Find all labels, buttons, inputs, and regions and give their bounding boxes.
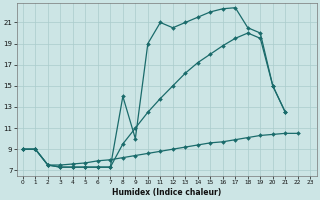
X-axis label: Humidex (Indice chaleur): Humidex (Indice chaleur) (112, 188, 221, 197)
